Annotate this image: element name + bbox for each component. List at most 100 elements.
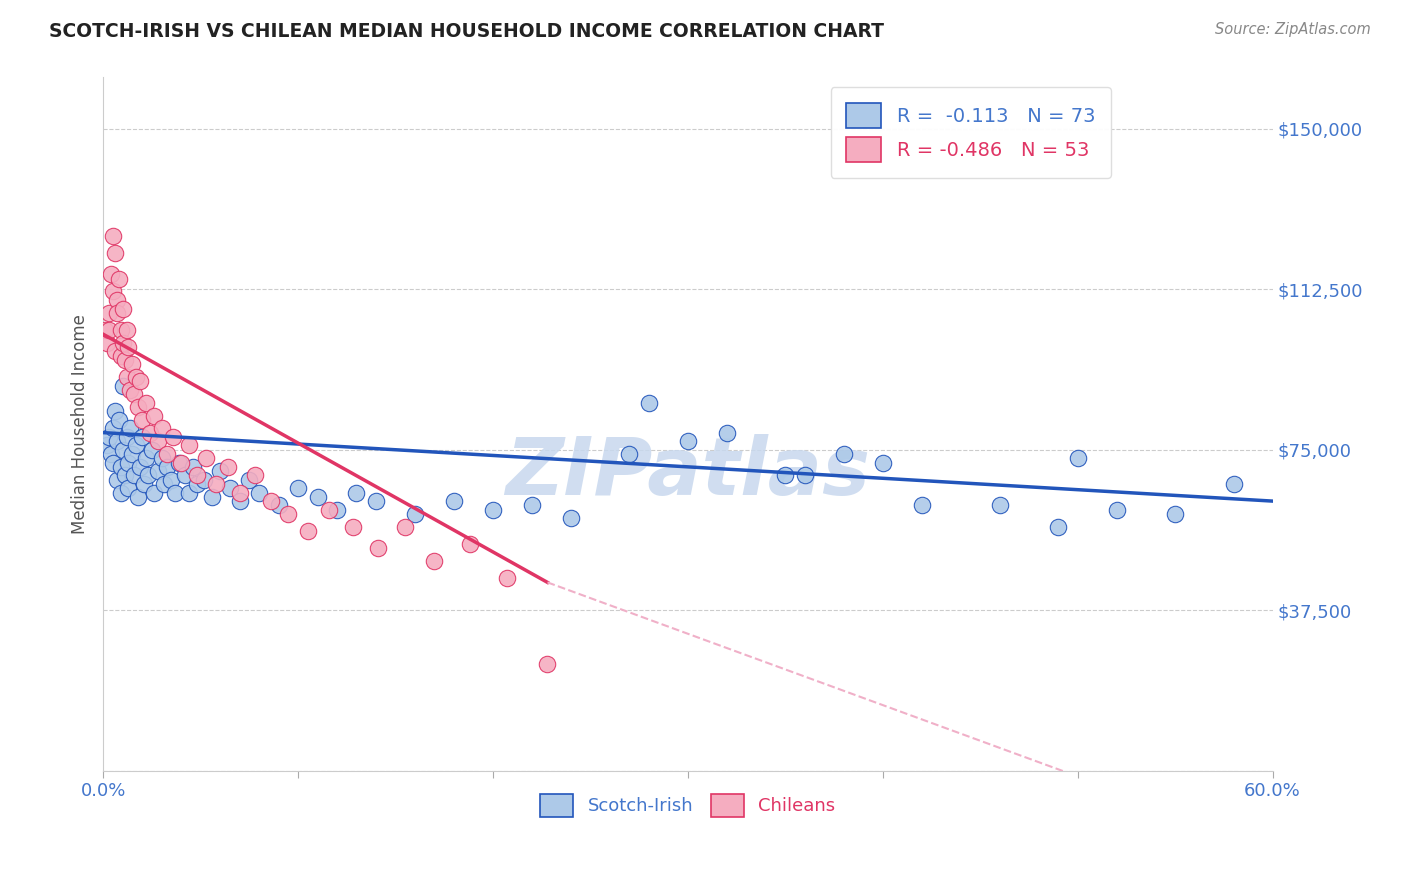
Point bbox=[131, 413, 153, 427]
Point bbox=[177, 438, 200, 452]
Point bbox=[165, 485, 187, 500]
Point bbox=[110, 323, 132, 337]
Point bbox=[243, 468, 266, 483]
Point bbox=[111, 335, 134, 350]
Point bbox=[124, 468, 146, 483]
Point bbox=[676, 434, 699, 449]
Point bbox=[104, 404, 127, 418]
Point bbox=[195, 451, 218, 466]
Point bbox=[115, 430, 138, 444]
Point bbox=[105, 293, 128, 307]
Point bbox=[394, 520, 416, 534]
Point bbox=[98, 306, 121, 320]
Point bbox=[125, 370, 148, 384]
Point bbox=[205, 477, 228, 491]
Point bbox=[560, 511, 582, 525]
Point bbox=[142, 409, 165, 423]
Point bbox=[832, 447, 855, 461]
Point bbox=[217, 459, 239, 474]
Point bbox=[101, 421, 124, 435]
Point bbox=[105, 434, 128, 449]
Point bbox=[110, 485, 132, 500]
Point bbox=[101, 228, 124, 243]
Point bbox=[988, 499, 1011, 513]
Point bbox=[146, 464, 169, 478]
Point bbox=[287, 481, 309, 495]
Point bbox=[193, 473, 215, 487]
Point bbox=[1066, 451, 1088, 466]
Point bbox=[267, 499, 290, 513]
Point bbox=[716, 425, 738, 440]
Point bbox=[326, 502, 349, 516]
Legend: Scotch-Irish, Chileans: Scotch-Irish, Chileans bbox=[533, 787, 842, 824]
Point bbox=[104, 344, 127, 359]
Point bbox=[170, 456, 193, 470]
Point bbox=[775, 468, 797, 483]
Point bbox=[120, 383, 142, 397]
Point bbox=[101, 285, 124, 299]
Point bbox=[124, 387, 146, 401]
Point bbox=[520, 499, 543, 513]
Point bbox=[115, 323, 138, 337]
Point bbox=[142, 485, 165, 500]
Point bbox=[111, 442, 134, 457]
Point bbox=[209, 464, 232, 478]
Point bbox=[111, 301, 134, 316]
Point bbox=[423, 554, 446, 568]
Point bbox=[139, 425, 162, 440]
Point bbox=[619, 447, 641, 461]
Point bbox=[125, 438, 148, 452]
Y-axis label: Median Household Income: Median Household Income bbox=[72, 314, 89, 534]
Point bbox=[1047, 520, 1070, 534]
Point bbox=[107, 413, 129, 427]
Point bbox=[156, 447, 179, 461]
Point bbox=[367, 541, 389, 556]
Point bbox=[307, 490, 329, 504]
Point bbox=[160, 473, 183, 487]
Point bbox=[443, 494, 465, 508]
Point bbox=[342, 520, 364, 534]
Point bbox=[111, 378, 134, 392]
Point bbox=[114, 352, 136, 367]
Point bbox=[495, 571, 517, 585]
Point bbox=[174, 468, 197, 483]
Point bbox=[260, 494, 283, 508]
Point bbox=[277, 507, 299, 521]
Point bbox=[121, 447, 143, 461]
Point bbox=[105, 473, 128, 487]
Point bbox=[318, 502, 340, 516]
Point bbox=[96, 335, 118, 350]
Point bbox=[115, 370, 138, 384]
Point bbox=[96, 438, 118, 452]
Point bbox=[186, 477, 208, 491]
Point bbox=[346, 485, 368, 500]
Point bbox=[136, 468, 159, 483]
Point bbox=[536, 657, 558, 671]
Point bbox=[104, 246, 127, 260]
Point bbox=[100, 447, 122, 461]
Point bbox=[152, 477, 174, 491]
Point bbox=[98, 323, 121, 337]
Point bbox=[247, 485, 270, 500]
Point bbox=[364, 494, 387, 508]
Point bbox=[127, 400, 149, 414]
Point bbox=[181, 459, 204, 474]
Point bbox=[162, 430, 184, 444]
Point bbox=[117, 481, 139, 495]
Point bbox=[297, 524, 319, 538]
Point bbox=[121, 357, 143, 371]
Point bbox=[793, 468, 815, 483]
Point bbox=[117, 340, 139, 354]
Point bbox=[404, 507, 426, 521]
Text: Source: ZipAtlas.com: Source: ZipAtlas.com bbox=[1215, 22, 1371, 37]
Point bbox=[156, 459, 179, 474]
Point bbox=[228, 485, 250, 500]
Text: ZIPatlas: ZIPatlas bbox=[505, 434, 870, 512]
Point bbox=[637, 395, 659, 409]
Point bbox=[1164, 507, 1187, 521]
Point bbox=[238, 473, 260, 487]
Point bbox=[228, 494, 250, 508]
Point bbox=[129, 374, 152, 388]
Point bbox=[110, 349, 132, 363]
Point bbox=[135, 451, 157, 466]
